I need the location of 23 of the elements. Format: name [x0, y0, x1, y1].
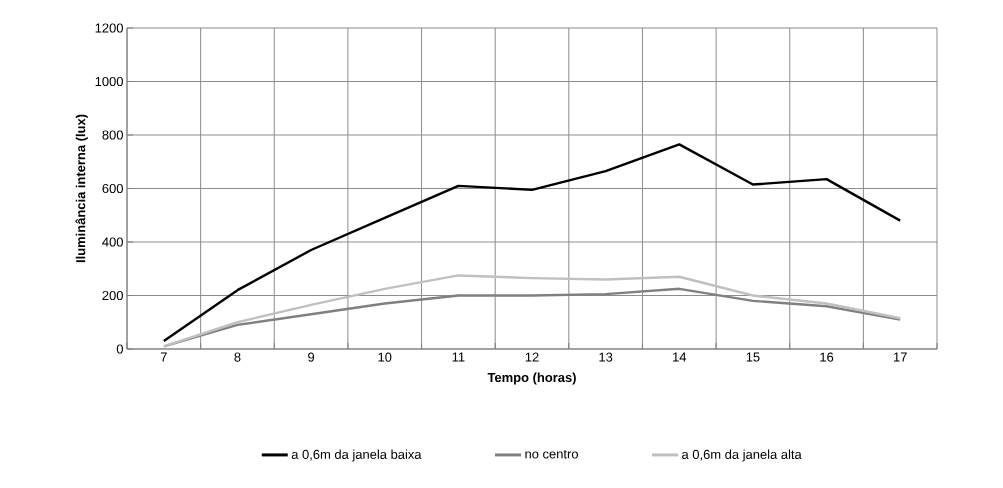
y-tick-label: 1200 — [95, 23, 123, 33]
legend-label: no centro — [525, 449, 578, 459]
y-tick-label: 1000 — [95, 76, 123, 87]
y-tick-label: 800 — [102, 130, 123, 140]
x-tick-label: 13 — [599, 352, 613, 362]
y-tick-label: 200 — [102, 290, 123, 301]
x-tick-label: 15 — [746, 352, 760, 362]
y-tick-label: 0 — [116, 344, 123, 354]
x-tick-label: 7 — [160, 352, 167, 362]
x-tick-label: 14 — [673, 352, 687, 362]
x-tick-label: 12 — [525, 352, 539, 362]
x-tick-label: 9 — [308, 352, 315, 362]
legend-label: a 0,6m da janela alta — [682, 449, 802, 462]
x-tick-label: 16 — [820, 352, 834, 362]
x-tick-label: 11 — [452, 352, 465, 362]
x-tick-label: 17 — [893, 352, 907, 362]
y-tick-label: 600 — [102, 183, 123, 194]
x-tick-label: 10 — [378, 352, 392, 362]
x-tick-label: 8 — [234, 352, 241, 362]
x-axis-title: Tempo (horas) — [487, 372, 576, 385]
y-axis-title: Iluminância interna (lux) — [75, 114, 88, 263]
legend-label: a 0,6m da janela baixa — [291, 449, 422, 462]
y-tick-label: 400 — [102, 237, 123, 247]
